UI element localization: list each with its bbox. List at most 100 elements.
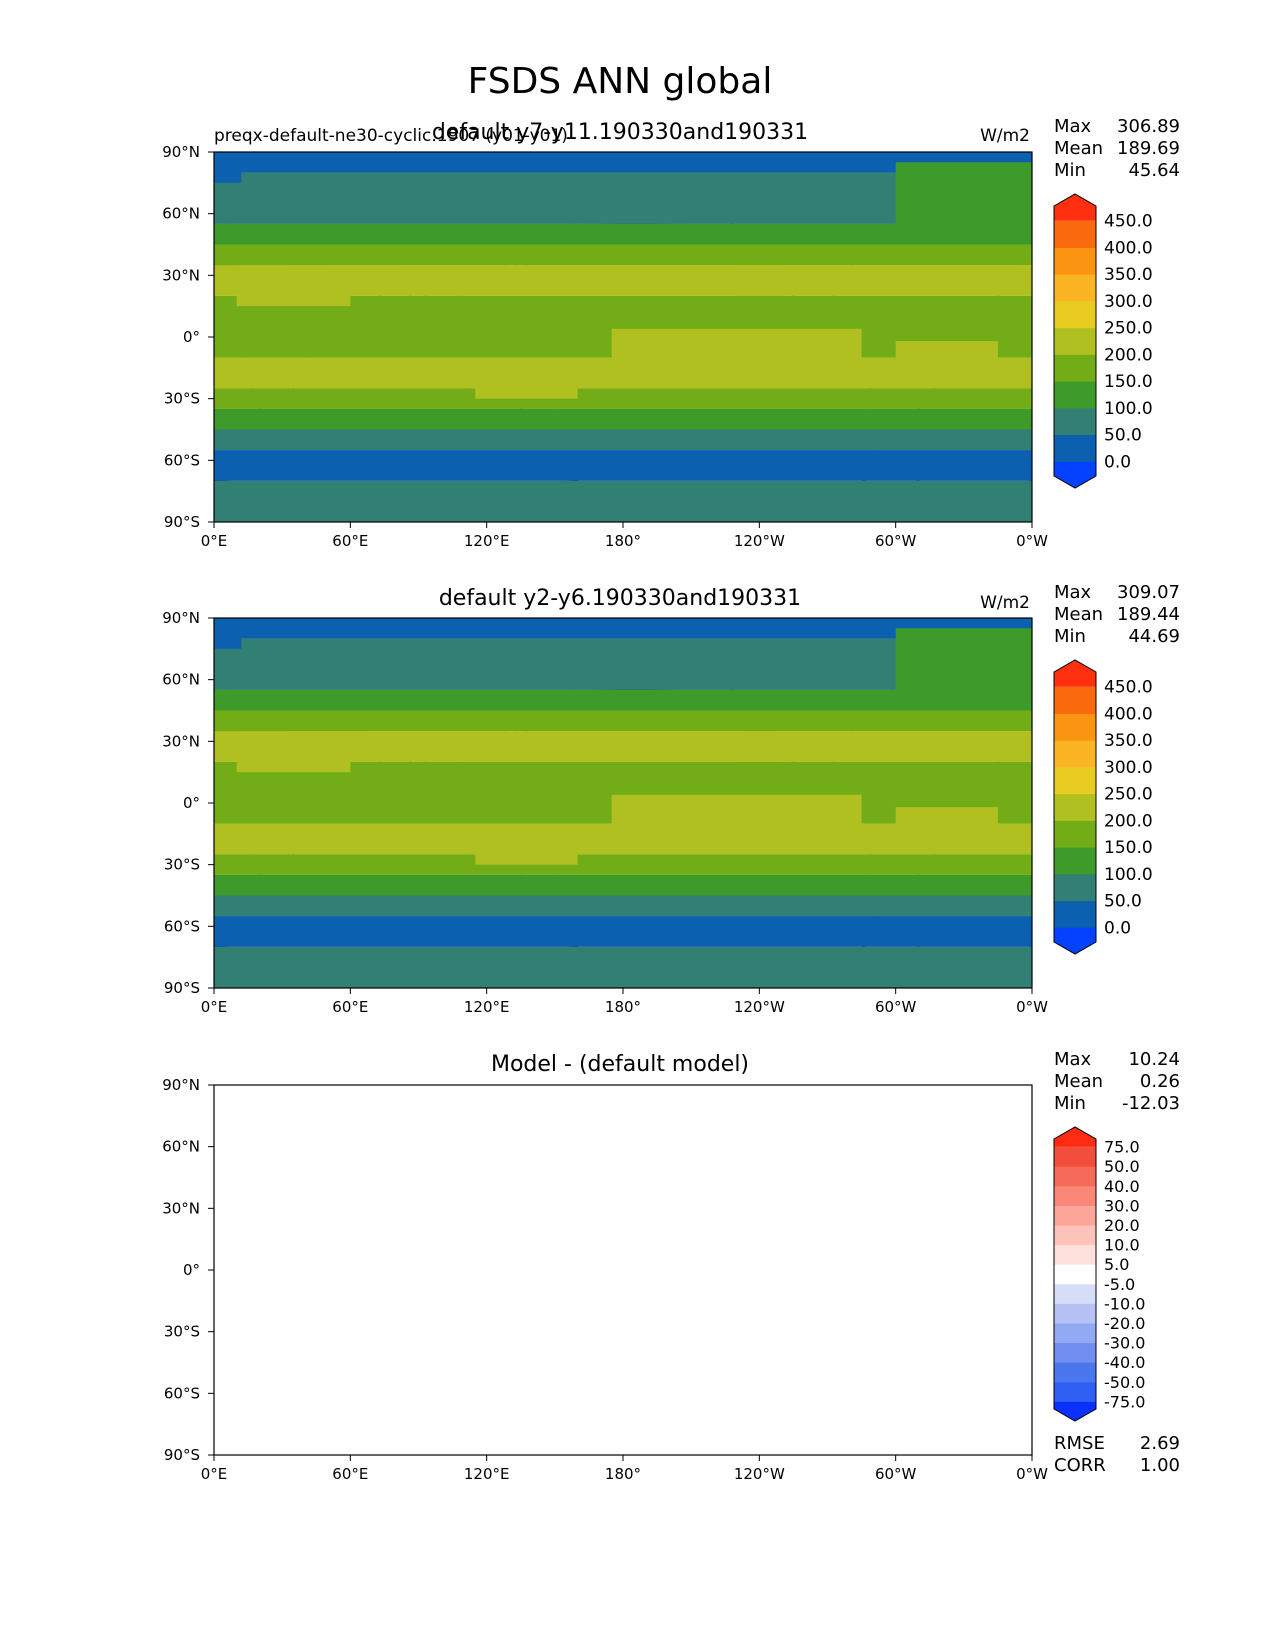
contour-patch [895, 807, 998, 834]
y-tick-label: 30°N [162, 266, 200, 284]
colorbar-label: 100.0 [1104, 399, 1153, 419]
stat-label: Mean [1054, 604, 1103, 625]
contour-patch [895, 162, 1032, 224]
colorbar-label: 50.0 [1104, 892, 1142, 912]
panel-left-title: preqx-default-ne30-cyclic.1907 (y01-y01) [214, 126, 568, 146]
contour-patch [611, 328, 862, 374]
stat-label: Mean [1054, 1071, 1103, 1092]
colorbar-label: 0.0 [1104, 452, 1131, 472]
y-tick-label: 60°S [164, 451, 200, 469]
colorbar-cell [1054, 1205, 1096, 1226]
stat-label: Max [1054, 116, 1092, 137]
stat-label: Max [1054, 1049, 1092, 1070]
colorbar-cell [1054, 900, 1096, 928]
colorbar-label: 75.0 [1104, 1138, 1140, 1157]
contour-band [214, 480, 1032, 522]
contour-band [214, 223, 1032, 245]
colorbar-label: -75.0 [1104, 1392, 1145, 1411]
stat-label: Min [1054, 160, 1086, 181]
colorbar-label: 350.0 [1104, 265, 1153, 285]
y-tick-label: 60°N [162, 671, 200, 689]
stat-label: Min [1054, 626, 1086, 647]
colorbar-label: 400.0 [1104, 704, 1153, 724]
colorbar-cell [1054, 1323, 1096, 1344]
x-tick-label: 60°W [875, 998, 917, 1016]
stat-label: Min [1054, 1093, 1086, 1114]
stat-value: 44.69 [1128, 626, 1180, 647]
stat-value: -12.03 [1122, 1093, 1180, 1114]
y-tick-label: 90°S [164, 1446, 200, 1464]
x-tick-label: 60°W [875, 1465, 917, 1483]
colorbar-cell [1054, 274, 1096, 302]
contour-patch [895, 628, 1032, 690]
y-tick-label: 30°N [162, 1199, 200, 1217]
colorbar-label: 400.0 [1104, 238, 1153, 258]
contour-patch [736, 731, 783, 762]
y-tick-label: 30°N [162, 732, 200, 750]
x-tick-label: 120°E [464, 998, 510, 1016]
colorbar-cell [1054, 873, 1096, 902]
colorbar-label: -40.0 [1104, 1353, 1145, 1372]
contour-patch [214, 172, 242, 183]
colorbar-label: 250.0 [1104, 319, 1153, 339]
x-tick-label: 0°E [201, 998, 228, 1016]
colorbar-label: -50.0 [1104, 1373, 1145, 1392]
panel-title: default y2-y6.190330and190331 [439, 586, 801, 611]
contour-band [214, 874, 1032, 896]
contour-band [214, 388, 1032, 409]
colorbar-cell [1054, 407, 1096, 436]
colorbar-outline [1053, 1126, 1097, 1422]
y-tick-label: 0° [183, 1261, 200, 1279]
contour-patch [236, 275, 351, 307]
colorbar-label: 50.0 [1104, 426, 1142, 446]
contour-band [214, 689, 1032, 711]
y-tick-label: 30°S [164, 390, 200, 408]
stat-label: Max [1054, 582, 1092, 603]
colorbar-label: 450.0 [1104, 678, 1153, 698]
x-tick-label: 120°E [464, 532, 510, 550]
colorbar-label: 20.0 [1104, 1216, 1140, 1235]
stat-value: 306.89 [1117, 116, 1180, 137]
y-tick-label: 0° [183, 794, 200, 812]
y-tick-label: 60°S [164, 917, 200, 935]
stat-value: 45.64 [1128, 160, 1180, 181]
colorbar-cell [1054, 820, 1096, 848]
x-tick-label: 0°W [1016, 998, 1048, 1016]
colorbar-cell [1054, 1127, 1096, 1147]
y-tick-label: 90°S [164, 979, 200, 997]
colorbar-cell [1054, 1225, 1096, 1246]
colorbar-label: 40.0 [1104, 1177, 1140, 1196]
colorbar-label: -20.0 [1104, 1314, 1145, 1333]
colorbar-cell [1054, 434, 1096, 462]
colorbar-label: 300.0 [1104, 292, 1153, 312]
colorbar-cell [1054, 1362, 1096, 1383]
colorbar-outline [1053, 193, 1097, 489]
panel-difference: Model - (default model) 0°E 60°E 120°E 180°… [162, 1049, 1180, 1483]
contour-patch [441, 320, 510, 350]
contour-patch [475, 374, 578, 399]
x-tick-label: 60°E [332, 998, 368, 1016]
colorbar-cell [1054, 740, 1096, 768]
colorbar-cell [1054, 1146, 1096, 1167]
colorbar-cell [1054, 1264, 1096, 1285]
stat-value: 309.07 [1117, 582, 1180, 603]
colorbar-label: 5.0 [1104, 1255, 1129, 1274]
colorbar-cell [1054, 713, 1096, 741]
colorbar-cell [1054, 1185, 1096, 1206]
colorbar-cell [1054, 327, 1096, 355]
x-tick-label: 60°E [332, 1465, 368, 1483]
colorbar-label: 450.0 [1104, 212, 1153, 232]
stat-value: 10.24 [1128, 1049, 1180, 1070]
colorbar-cell [1054, 793, 1096, 821]
y-tick-label: 90°N [162, 1076, 200, 1094]
colorbar-cell [1054, 354, 1096, 382]
colorbar-cell [1054, 1283, 1096, 1304]
colorbar-cell [1054, 220, 1096, 248]
colorbar-label: -5.0 [1104, 1275, 1135, 1294]
x-tick-label: 180° [605, 1465, 641, 1483]
contour-patch [611, 794, 862, 840]
stat-value: 2.69 [1140, 1433, 1180, 1454]
x-tick-label: 180° [605, 998, 641, 1016]
colorbar-label: 150.0 [1104, 838, 1153, 858]
panel-units: W/m2 [980, 126, 1030, 146]
